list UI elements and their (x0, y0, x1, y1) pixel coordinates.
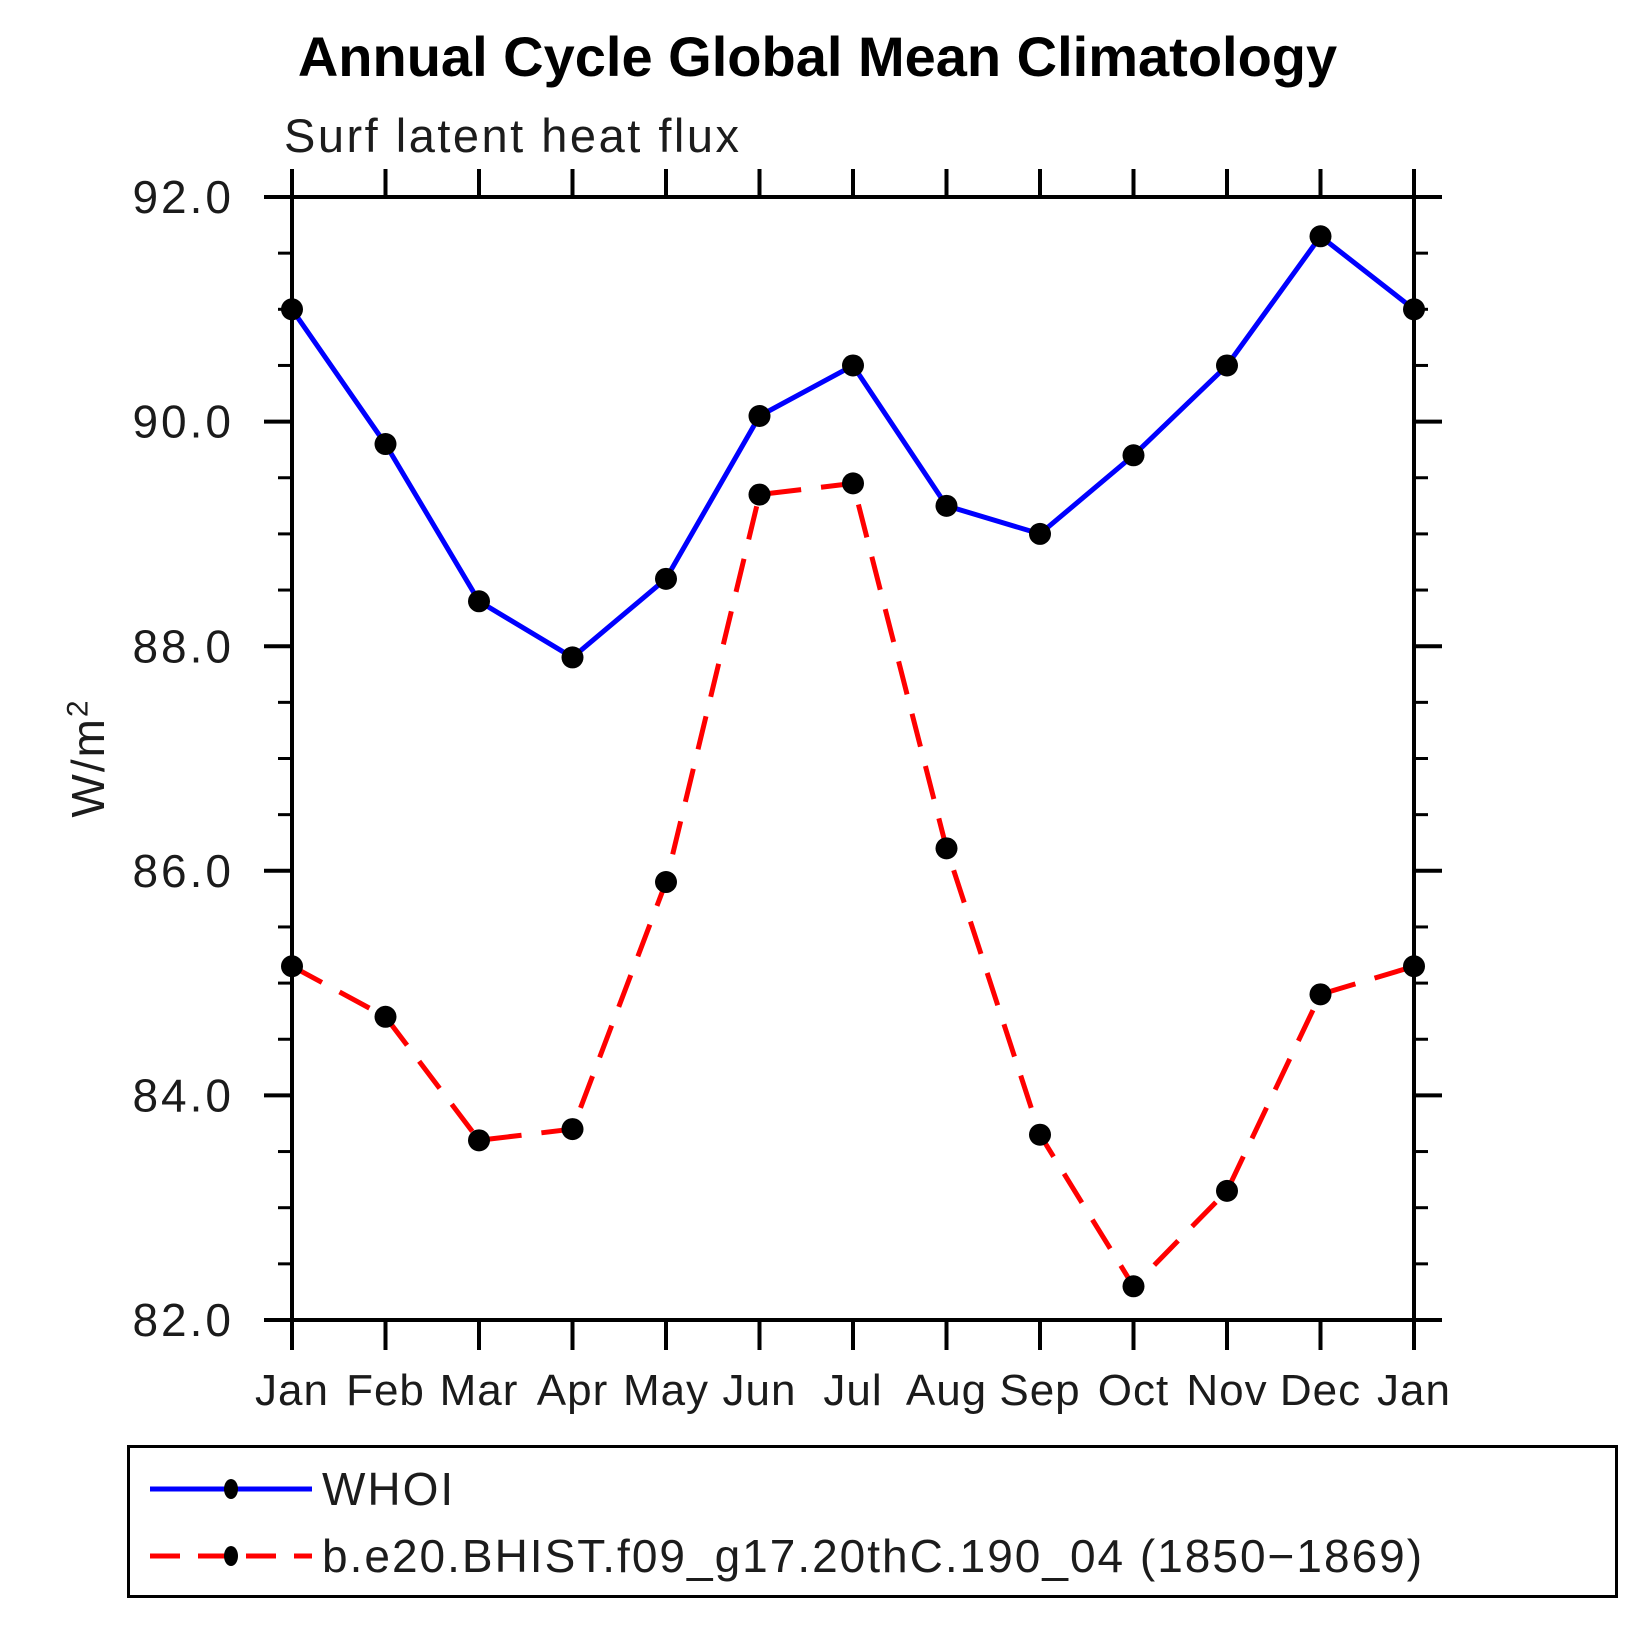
data-point-marker (1122, 444, 1145, 467)
data-point-marker (468, 590, 490, 613)
x-tick-label: Apr (537, 1366, 608, 1415)
data-point-marker (1309, 225, 1332, 248)
legend-box: WHOI b.e20.BHIST.f09_g17.20thC.190_04 (1… (127, 1445, 1618, 1598)
y-tick-label: 86.0 (132, 845, 234, 897)
x-tick-label: Jan (1377, 1366, 1451, 1415)
data-point-marker (281, 955, 303, 978)
y-tick-label: 82.0 (132, 1294, 234, 1346)
legend-sample-marker (224, 1479, 238, 1499)
x-tick-label: Jun (723, 1366, 797, 1415)
legend-item-whoi: WHOI (146, 1463, 455, 1515)
data-point-marker (655, 567, 677, 590)
data-point-marker (748, 483, 771, 506)
legend-sample-marker (224, 1546, 238, 1566)
x-tick-label: Feb (346, 1366, 425, 1415)
legend-item-model: b.e20.BHIST.f09_g17.20thC.190_04 (1850−1… (146, 1530, 1424, 1582)
data-point-marker (1403, 955, 1425, 978)
x-tick-label: May (623, 1366, 709, 1415)
data-point-marker (842, 472, 864, 495)
data-point-marker (374, 433, 397, 456)
x-tick-label: Aug (906, 1366, 987, 1415)
series-line-whoi (289, 232, 1416, 661)
data-point-marker (1403, 298, 1425, 321)
data-point-marker (1029, 522, 1051, 545)
data-point-marker (468, 1129, 490, 1152)
data-point-marker (935, 837, 958, 860)
x-tick-label: Mar (440, 1366, 519, 1415)
data-point-marker (842, 354, 864, 377)
legend-line-sample-solid (150, 1479, 312, 1499)
legend-line-sample-dashed (150, 1546, 312, 1566)
data-point-marker (561, 646, 584, 669)
legend-label-model: b.e20.BHIST.f09_g17.20thC.190_04 (1850−1… (322, 1530, 1425, 1582)
data-point-marker (1216, 1179, 1238, 1202)
data-point-marker (1309, 983, 1332, 1006)
legend-label-whoi: WHOI (322, 1463, 456, 1515)
data-point-marker (655, 871, 677, 894)
data-point-marker (1216, 354, 1238, 377)
x-tick-label: Nov (1186, 1366, 1267, 1415)
series-line-model (290, 480, 1415, 1291)
data-point-marker (748, 404, 771, 427)
data-point-marker (281, 298, 303, 321)
x-tick-label: Dec (1280, 1366, 1361, 1415)
data-point-marker (935, 494, 958, 517)
data-point-marker (561, 1118, 584, 1141)
chart-subtitle: Surf latent heat flux (284, 109, 742, 162)
y-tick-label: 92.0 (132, 171, 234, 223)
y-tick-label: 90.0 (132, 396, 234, 448)
data-point-marker (1122, 1275, 1145, 1298)
x-tick-label: Sep (999, 1366, 1080, 1415)
x-tick-label: Jan (255, 1366, 329, 1415)
data-point-marker (1029, 1123, 1051, 1146)
y-tick-label: 84.0 (132, 1070, 234, 1122)
x-tick-label: Oct (1098, 1366, 1169, 1415)
x-tick-label: Jul (823, 1366, 882, 1415)
chart-title: Annual Cycle Global Mean Climatology (297, 25, 1338, 88)
y-tick-label: 88.0 (132, 620, 234, 672)
data-point-marker (374, 1005, 397, 1028)
